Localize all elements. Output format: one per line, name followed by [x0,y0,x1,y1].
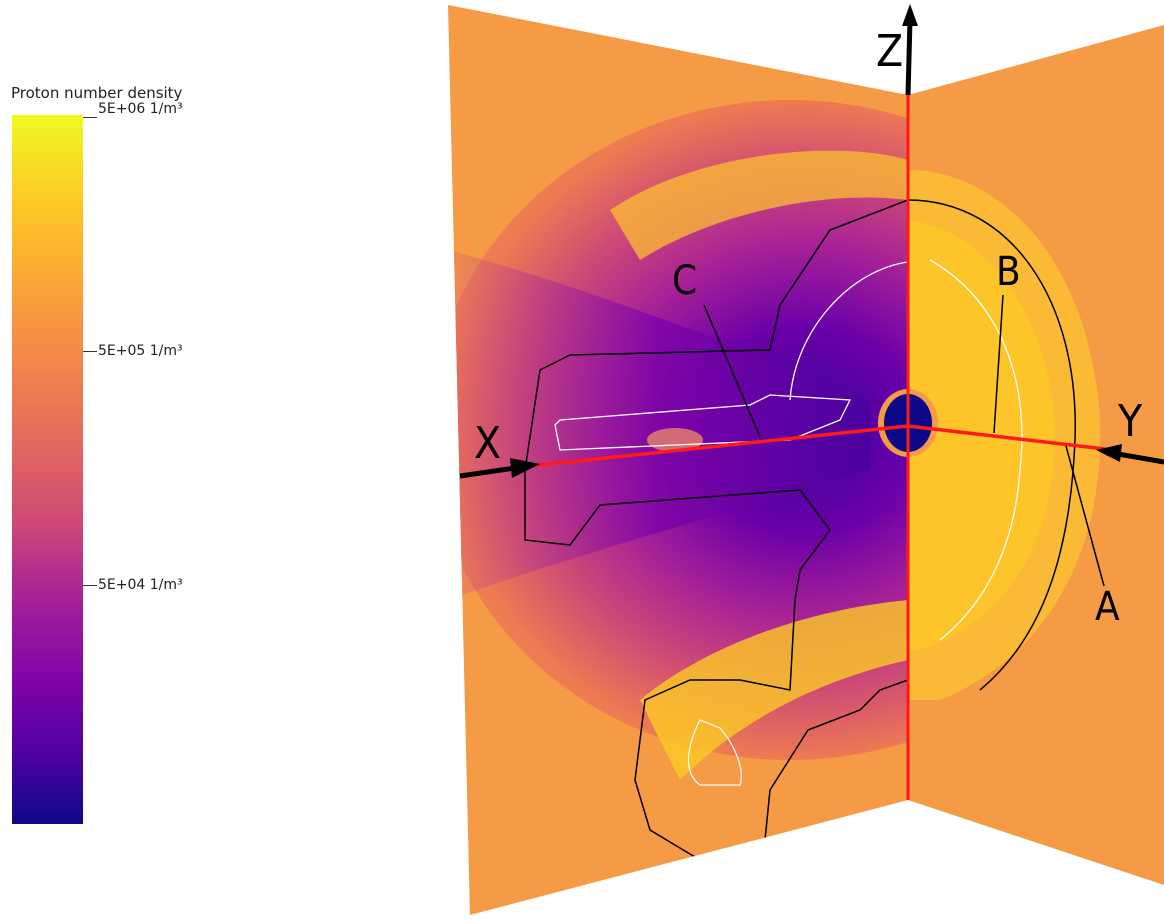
colorbar-label-top: 5E+06 1/m³ [98,101,183,117]
xz-outer-contour-lower [524,369,908,861]
x-axis-line [529,424,909,468]
y-arrow-head [1096,444,1122,462]
x-axis-label: X [474,418,501,469]
marker-b-leader [993,294,1004,434]
z-axis-label: Z [876,26,903,77]
colorbar-title: Proton number density [11,84,183,102]
yz-plane [908,25,1164,885]
colorbar-label-mid: 5E+05 1/m³ [98,343,183,359]
y-arrow-shaft [1117,451,1164,465]
colorbar-gradient [12,115,83,824]
marker-c-leader [703,304,761,438]
magnetotail-region [448,250,870,600]
z-arrow-shaft [905,19,913,96]
marker-a-leader [1065,445,1105,587]
xz-plane [448,5,908,915]
bow-shock-lower [640,600,908,780]
yz-outer-contour [908,199,1076,691]
marker-a-label: A [1095,584,1120,630]
x-arrow-head [510,458,540,478]
xz-inner-contour-tail [554,394,852,451]
colorbar-tick-top [83,117,97,118]
y-axis-line [907,424,1106,451]
bow-shock-upper [610,150,908,260]
colorbar-legend: Proton number density 5E+06 1/m³ 5E+05 1… [0,0,260,920]
colorbar-tick-low [83,585,97,586]
colorbar-label-low: 5E+04 1/m³ [98,577,183,593]
xz-inner-contour-lower [687,719,742,786]
xz-outer-contour-upper [539,199,908,371]
x-arrow-shaft [459,465,516,479]
z-arrow-head [902,4,918,26]
marker-c-label: C [672,258,697,304]
y-axis-label: Y [1117,396,1143,447]
yz-inner-contour [929,259,1023,641]
xz-inner-contour-upper [789,261,908,401]
marker-b-label: B [996,249,1021,295]
colorbar-tick-mid [83,351,97,352]
